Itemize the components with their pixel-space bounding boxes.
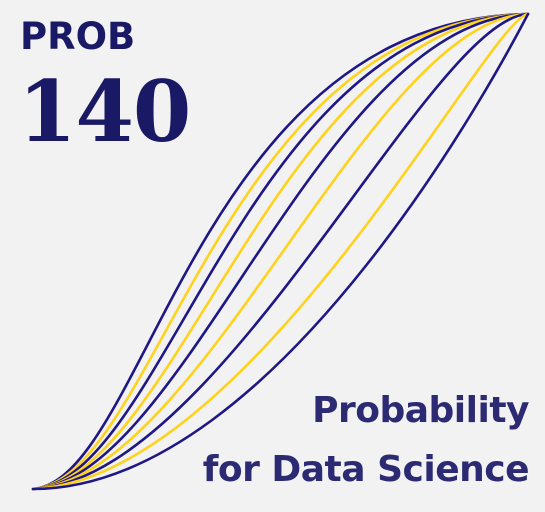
tagline-line1: Probability [312,393,529,429]
course-code: PROB [20,18,135,55]
course-number: 140 [18,70,190,154]
tagline-line2: for Data Science [203,452,529,488]
